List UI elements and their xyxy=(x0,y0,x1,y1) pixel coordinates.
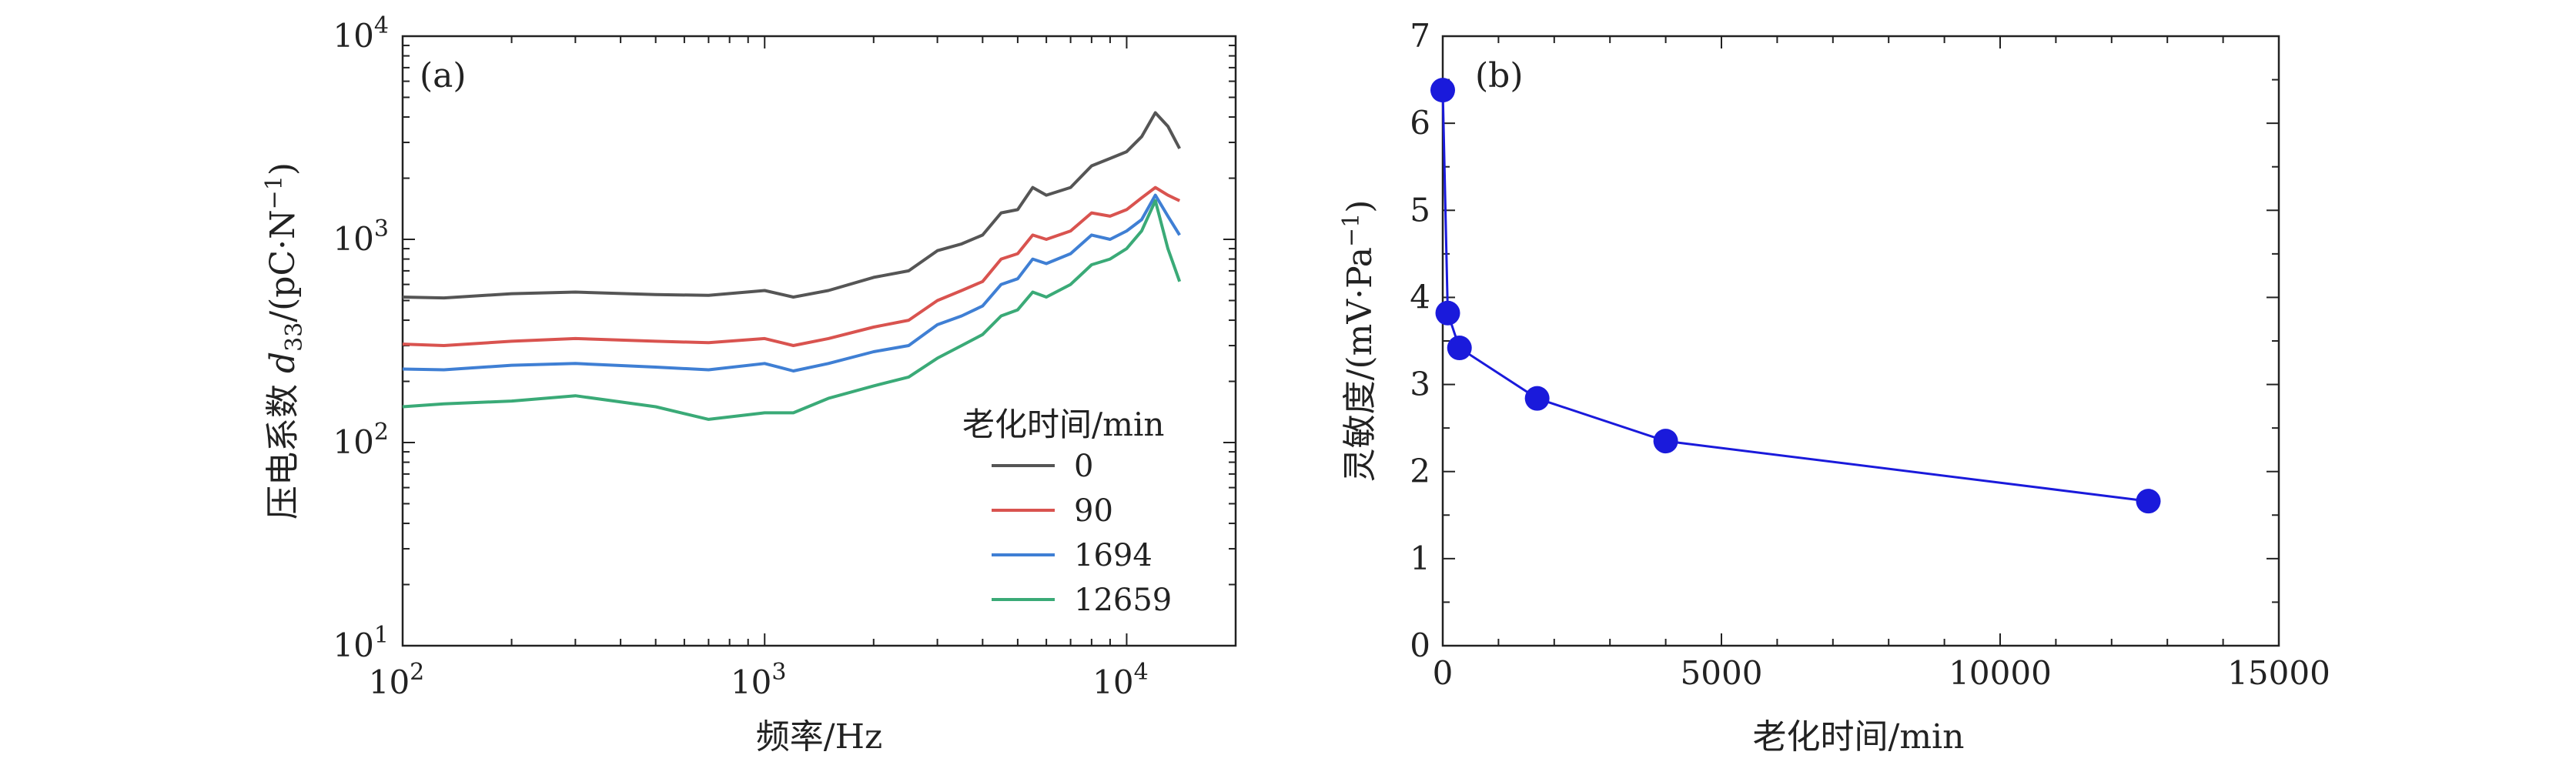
panel-a-y-ticks: 101 102 103 104 xyxy=(333,12,1236,664)
legend-label-1694: 1694 xyxy=(1074,538,1153,573)
y-tick-label: 7 xyxy=(1410,17,1430,55)
panel-b-plot-frame xyxy=(1441,35,2280,647)
panel-a-plot-frame xyxy=(401,35,1237,647)
panel-b-label: (b) xyxy=(1475,56,1524,95)
panel-a-series xyxy=(402,111,1182,421)
panel-b-chart: (b) 0 5000 10000 15000 0 1 2 3 4 5 6 7 老化时间/min 灵敏… xyxy=(1338,17,2330,757)
y-tick-label: 1 xyxy=(1410,540,1430,577)
y-tick-label: 6 xyxy=(1410,104,1430,142)
panel-b-series xyxy=(1430,78,2161,514)
legend-label-90: 90 xyxy=(1074,493,1113,529)
x-tick-label: 15000 xyxy=(2227,654,2330,692)
legend-title: 老化时间/min xyxy=(962,406,1164,443)
legend-label-0: 0 xyxy=(1074,449,1093,484)
x-tick-label: 103 xyxy=(731,659,787,701)
panel-b-y-axis-label: 灵敏度/(mV·Pa−1) xyxy=(1338,200,1380,483)
data-point xyxy=(1435,300,1460,326)
panel-a-label: (a) xyxy=(420,56,467,95)
series-line-12659 xyxy=(402,199,1182,421)
x-tick-label: 104 xyxy=(1092,659,1149,701)
panel-b-y-ticks: 0 1 2 3 4 5 6 7 xyxy=(1410,17,2279,664)
y-tick-label: 5 xyxy=(1410,191,1430,229)
x-tick-label: 5000 xyxy=(1681,654,1763,692)
y-tick-label: 4 xyxy=(1410,278,1430,316)
y-tick-label: 3 xyxy=(1410,366,1430,403)
series-line-1694 xyxy=(402,193,1181,372)
y-tick-label: 2 xyxy=(1410,453,1430,490)
y-tick-label: 101 xyxy=(333,622,389,664)
series-line-90 xyxy=(402,185,1181,347)
data-point xyxy=(1524,386,1550,411)
panel-a-legend: 老化时间/min 0 90 1694 12659 xyxy=(962,406,1172,618)
series-line-0 xyxy=(402,111,1181,300)
legend-label-12659: 12659 xyxy=(1074,583,1172,618)
y-tick-label: 104 xyxy=(333,12,389,55)
x-tick-label: 102 xyxy=(369,659,425,701)
data-point xyxy=(2136,489,2161,514)
panel-b-x-axis-label: 老化时间/min xyxy=(1753,717,1965,757)
panel-b-x-ticks: 0 5000 10000 15000 xyxy=(1433,36,2330,692)
x-tick-label: 0 xyxy=(1433,654,1454,692)
data-point xyxy=(1447,336,1472,361)
sensitivity-line xyxy=(1441,90,2149,503)
y-tick-label: 103 xyxy=(333,215,389,258)
data-point xyxy=(1653,429,1678,454)
y-tick-label: 102 xyxy=(333,419,389,461)
panel-a-y-axis-label: 压电系数 d33/(pC·N−1) xyxy=(261,162,308,519)
panel-a-x-ticks: 102 103 104 xyxy=(369,36,1236,701)
data-point xyxy=(1430,78,1455,103)
y-tick-label: 0 xyxy=(1410,626,1430,664)
x-tick-label: 10000 xyxy=(1949,654,2052,692)
panel-a-x-axis-label: 频率/Hz xyxy=(756,717,882,757)
